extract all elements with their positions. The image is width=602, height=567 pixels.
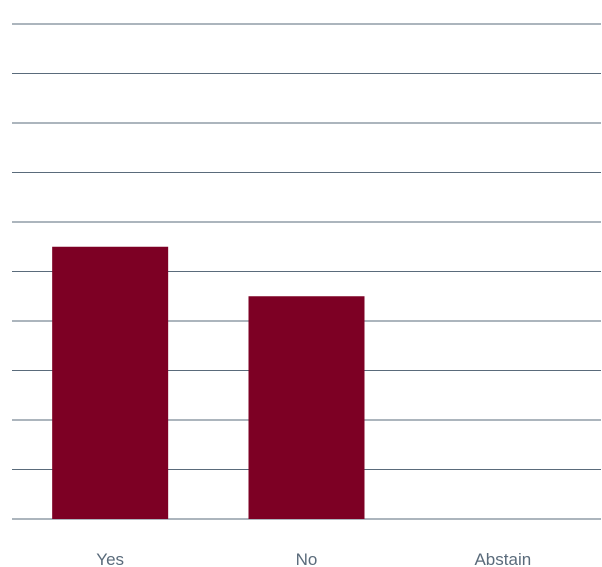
category-label-no: No: [296, 550, 318, 567]
bars: [52, 246, 365, 519]
bar-no: [248, 296, 365, 519]
category-label-abstain: Abstain: [474, 550, 531, 567]
bar-yes: [52, 246, 169, 519]
category-labels: Yes No Abstain: [96, 550, 531, 567]
category-label-yes: Yes: [96, 550, 124, 567]
